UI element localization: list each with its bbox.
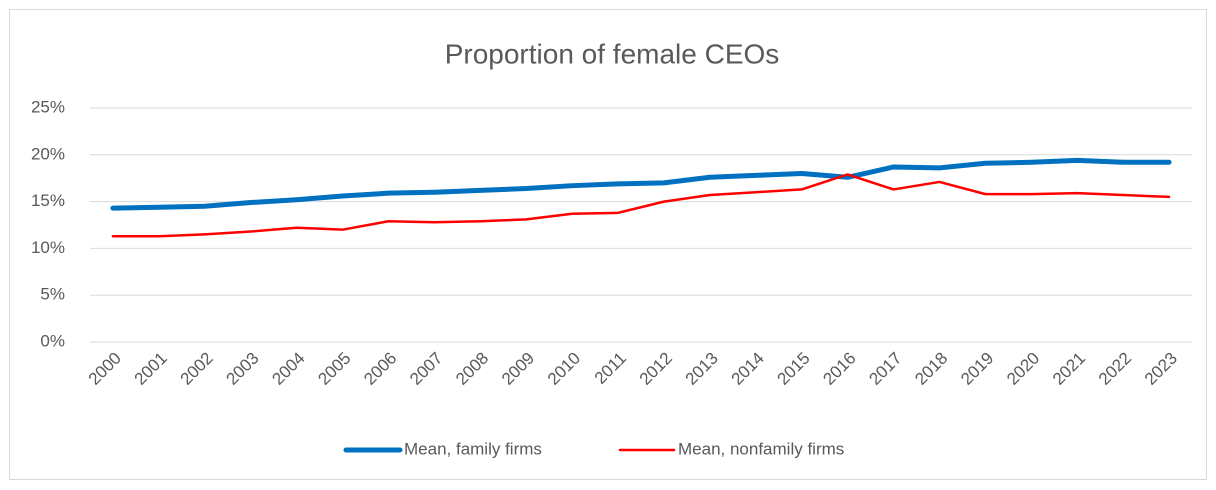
y-tick-label: 15% bbox=[31, 191, 65, 210]
chart-frame bbox=[9, 9, 1207, 480]
line-series bbox=[110, 157, 1172, 211]
legend-label: Mean, family firms bbox=[404, 439, 542, 458]
line-series bbox=[111, 173, 1171, 238]
chart-title: Proportion of female CEOs bbox=[445, 38, 780, 69]
y-tick-label: 0% bbox=[40, 331, 65, 350]
y-tick-label: 10% bbox=[31, 238, 65, 257]
y-tick-label: 5% bbox=[40, 285, 65, 304]
y-tick-label: 25% bbox=[31, 97, 65, 116]
legend-label: Mean, nonfamily firms bbox=[678, 439, 844, 458]
y-tick-label: 20% bbox=[31, 144, 65, 163]
